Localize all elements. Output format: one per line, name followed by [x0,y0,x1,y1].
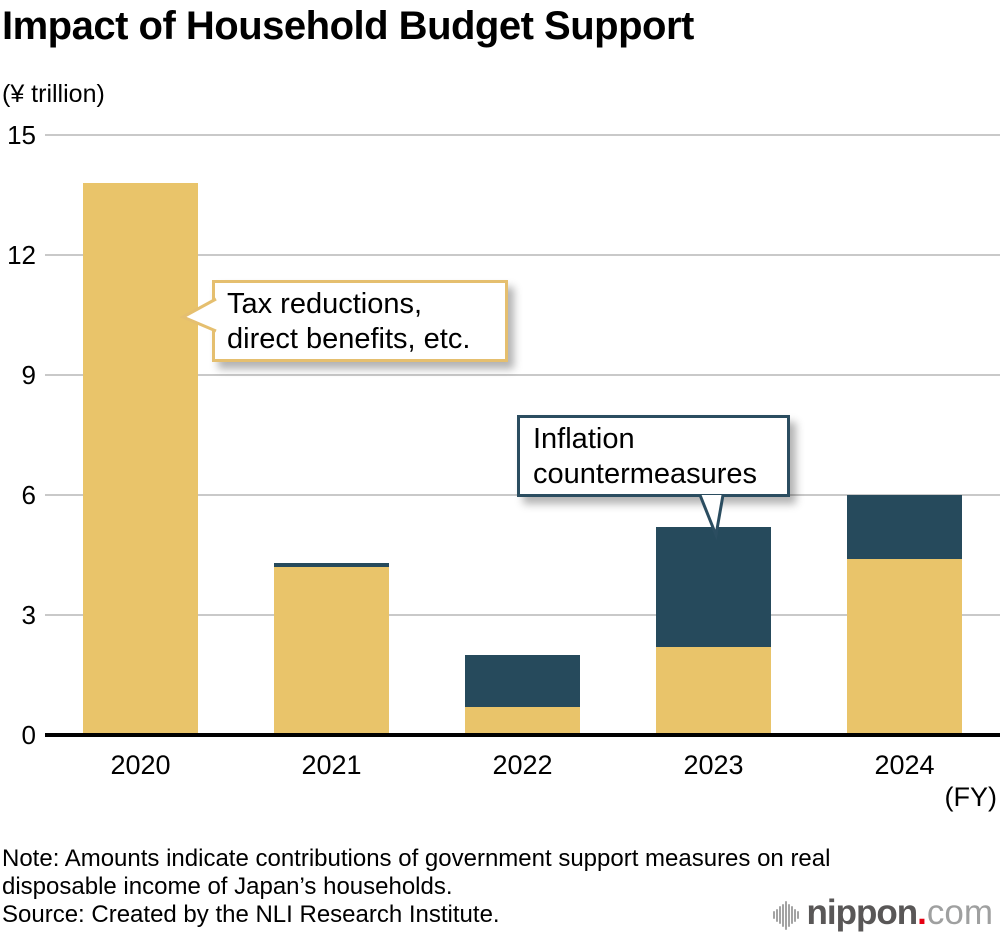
source-line: Source: Created by the NLI Research Inst… [2,901,500,928]
callout-inflation-countermeasures: Inflation countermeasures [517,415,790,497]
x-tick-label-2021: 2021 [301,750,362,780]
x-axis-fy-label: (FY) [944,782,997,812]
y-tick-label-9: 9 [21,360,36,390]
callout-tax-line-2: direct benefits, etc. [227,323,471,355]
logo-brand-text: nippon [806,893,919,932]
bar-2021-tax-segment [274,567,389,735]
y-tick-label-15: 15 [7,120,36,150]
y-tick-label-0: 0 [21,720,36,750]
x-tick-label-2020: 2020 [110,750,171,780]
bar-2022-inflation-segment [465,655,580,707]
note-line-1: Note: Amounts indicate contributions of … [2,845,831,872]
soundwave-icon [772,900,799,930]
page-title: Impact of Household Budget Support [2,4,694,48]
logo-red-dot: . [917,893,927,932]
x-tick-label-2024: 2024 [874,750,935,780]
bar-2023-inflation-segment [656,527,771,647]
gridline-3 [45,614,1000,616]
bar-2022 [465,655,580,735]
gridline-12 [45,254,1000,256]
y-tick-label-6: 6 [21,480,36,510]
note-line-2: disposable income of Japan’s households. [2,873,453,900]
bar-2021-inflation-segment [274,563,389,567]
bar-2020 [83,183,198,735]
bar-2022-tax-segment [465,707,580,735]
gridline-9 [45,374,1000,376]
callout-inflation-line-2: countermeasures [533,458,758,490]
x-tick-label-2022: 2022 [492,750,553,780]
x-tick-label-2023: 2023 [683,750,744,780]
bar-2023-tax-segment [656,647,771,735]
callout-tax-line-1: Tax reductions, [227,288,423,320]
logo-suffix-text: com [926,893,993,932]
bar-2020-tax-segment [83,183,198,735]
callout-tax-pointer [180,297,217,333]
bar-2024-tax-segment [847,559,962,735]
callout-tax-reductions: Tax reductions, direct benefits, etc. [212,280,508,362]
bar-2021 [274,563,389,735]
bar-2024-inflation-segment [847,495,962,559]
callout-inflation-line-1: Inflation [533,423,635,455]
bar-2023 [656,527,771,735]
x-axis-line [45,733,1000,737]
y-axis-unit-label: (¥ trillion) [2,80,105,108]
y-tick-label-12: 12 [7,240,36,270]
gridline-15 [45,134,1000,136]
note-block: Note: Amounts indicate contributions of … [2,845,830,929]
nippon-com-logo[interactable]: nippon. com [772,893,993,933]
bar-2024 [847,495,962,735]
y-tick-label-3: 3 [21,600,36,630]
callout-inflation-pointer [698,494,725,540]
